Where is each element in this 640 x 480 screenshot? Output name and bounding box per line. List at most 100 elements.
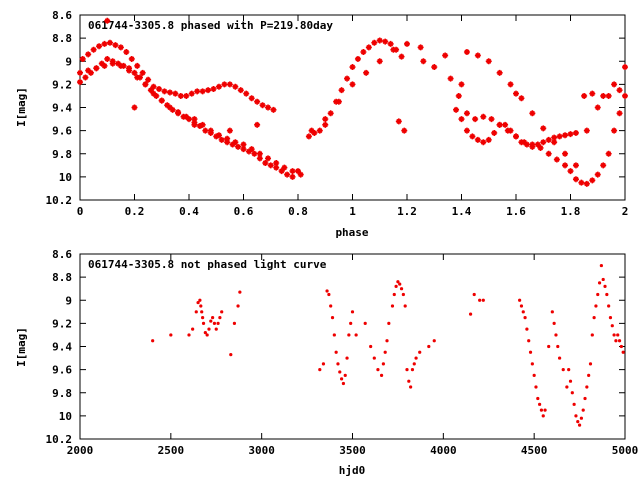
- phased-plot-data-point: [237, 87, 244, 94]
- phased-plot: 061744-3305.8 phased with P=219.80day ph…: [15, 9, 628, 239]
- unphased-plot-data-point: [592, 315, 596, 320]
- phased-plot-data-point: [458, 81, 465, 88]
- unphased-plot-data-point: [583, 396, 587, 401]
- phased-plot-data-point: [224, 139, 231, 146]
- phased-plot-ytick-label: 9.2: [52, 78, 72, 91]
- unphased-plot-data-point: [214, 327, 218, 331]
- phased-plot-data-point: [398, 53, 405, 60]
- phased-plot-data-point: [349, 64, 356, 71]
- phased-plot-ytick-label: 8.6: [52, 9, 72, 22]
- unphased-plot-data-point: [432, 339, 436, 343]
- unphased-plot-data-point: [565, 385, 569, 389]
- unphased-plot-data-point: [332, 333, 336, 337]
- phased-plot-data-point: [161, 88, 168, 95]
- phased-plot-data-point: [248, 95, 255, 102]
- phased-plot-data-point: [106, 39, 113, 46]
- phased-plot-data-point: [218, 136, 225, 143]
- unphased-plot-data-point: [561, 368, 565, 372]
- unphased-plot-data-point: [468, 312, 473, 316]
- unphased-plot-data-point: [427, 344, 431, 349]
- unphased-plot-data-point: [392, 292, 396, 297]
- unphased-plot-ytick-label: 10.2: [46, 433, 73, 446]
- phased-plot-data-point: [390, 46, 397, 53]
- phased-plot-data-point: [387, 40, 394, 47]
- phased-plot-data-point: [77, 69, 83, 76]
- phased-plot-data-point: [166, 104, 173, 111]
- phased-plot-data-point: [551, 134, 558, 141]
- unphased-plot-data-point: [345, 356, 349, 360]
- phased-plot-data-point: [150, 90, 157, 97]
- unphased-plot-data-point: [201, 321, 206, 325]
- phased-plot-data-point: [177, 92, 184, 99]
- unphased-plot-data-point: [596, 292, 600, 297]
- unphased-plot-data-point: [518, 298, 522, 302]
- unphased-plot-data-point: [570, 391, 574, 395]
- phased-plot-data-point: [616, 87, 623, 94]
- phased-plot-xtick-label: 1.4: [452, 205, 472, 218]
- unphased-plot-data-point: [212, 321, 217, 325]
- unphased-plot-data-point: [369, 344, 373, 349]
- unphased-plot-data-point: [574, 414, 578, 418]
- phased-plot-ytick-label: 9.6: [52, 125, 72, 138]
- phased-plot-data-point: [469, 133, 476, 140]
- unphased-plot-data-point: [398, 282, 402, 286]
- unphased-plot-yticks: 8.6 8.8 9 9.2 9.4 9.6 9.8 10 10.2: [46, 248, 625, 446]
- unphased-plot-data-point: [327, 292, 331, 297]
- unphased-plot-data-point: [343, 373, 347, 378]
- phased-plot-data-point: [123, 49, 130, 55]
- unphased-plot-data-point: [605, 292, 609, 297]
- unphased-plot-data-point: [216, 321, 220, 325]
- phased-plot-data-point: [188, 90, 195, 97]
- phased-plot-data-point: [134, 74, 141, 81]
- phased-plot-data-point: [474, 136, 481, 143]
- phased-plot-data-point: [186, 116, 192, 123]
- phased-plot-data-point: [256, 150, 263, 157]
- phased-plot-data-point: [404, 40, 410, 47]
- unphased-plot-xtick-label: 3500: [339, 444, 366, 457]
- unphased-plot-data-point: [390, 304, 395, 308]
- unphased-plot-ytick-label: 9.8: [52, 387, 72, 400]
- unphased-plot-data-point: [229, 352, 233, 357]
- unphased-plot-data-point: [405, 368, 409, 372]
- phased-plot-data-point: [523, 141, 530, 148]
- phased-plot-data-point: [463, 127, 470, 134]
- phased-plot-data-point: [474, 52, 481, 59]
- phased-plot-data-point: [226, 127, 233, 134]
- phased-plot-data-point: [265, 155, 272, 162]
- unphased-plot-data-point: [338, 370, 342, 374]
- unphased-plot-data-point: [601, 277, 605, 282]
- unphased-plot-data-point: [594, 304, 598, 308]
- phased-plot-data-point: [240, 141, 247, 148]
- unphased-plot-data-point: [194, 310, 198, 314]
- phased-plot-data-point: [485, 136, 492, 143]
- phased-plot-data-point: [93, 65, 100, 72]
- phased-plot-xtick-label: 1.8: [561, 205, 581, 218]
- phased-plot-data-point: [401, 127, 408, 134]
- phased-plot-data-point: [529, 143, 536, 150]
- phased-plot-data-point: [463, 110, 470, 117]
- phased-plot-data-point: [109, 60, 116, 67]
- unphased-plot-data-point: [238, 290, 242, 294]
- phased-plot-data-point: [259, 102, 266, 109]
- phased-plot-data-point: [134, 62, 141, 69]
- phased-plot-data-point: [594, 104, 601, 111]
- phased-plot-data-point: [265, 104, 272, 111]
- phased-plot-data-point: [289, 173, 296, 180]
- unphased-plot-data-point: [201, 315, 205, 320]
- unphased-plot-data-point: [481, 298, 485, 302]
- phased-plot-data-point: [215, 132, 222, 139]
- unphased-plot-data-point: [354, 333, 358, 337]
- phased-plot-xtick-label: 1.2: [397, 205, 417, 218]
- phased-plot-title: 061744-3305.8 phased with P=219.80day: [88, 19, 333, 32]
- phased-plot-xtick-label: 0.4: [179, 205, 199, 218]
- phased-plot-data-point: [572, 129, 579, 136]
- unphased-plot-data-point: [579, 416, 584, 420]
- phased-plot-yticks: 8.6 8.8 9 9.2 9.4 9.6 9.8 10 10.2: [46, 9, 625, 207]
- phased-plot-data-point: [491, 129, 498, 136]
- phased-plot-xtick-label: 1: [349, 205, 356, 218]
- phased-plot-data-point: [376, 37, 383, 44]
- unphased-plot-data-point: [614, 339, 618, 343]
- unphased-plot-xticks: 2000 2500 3000 3500 4000 4500 5000: [67, 254, 638, 457]
- unphased-plot-data-point: [534, 385, 538, 389]
